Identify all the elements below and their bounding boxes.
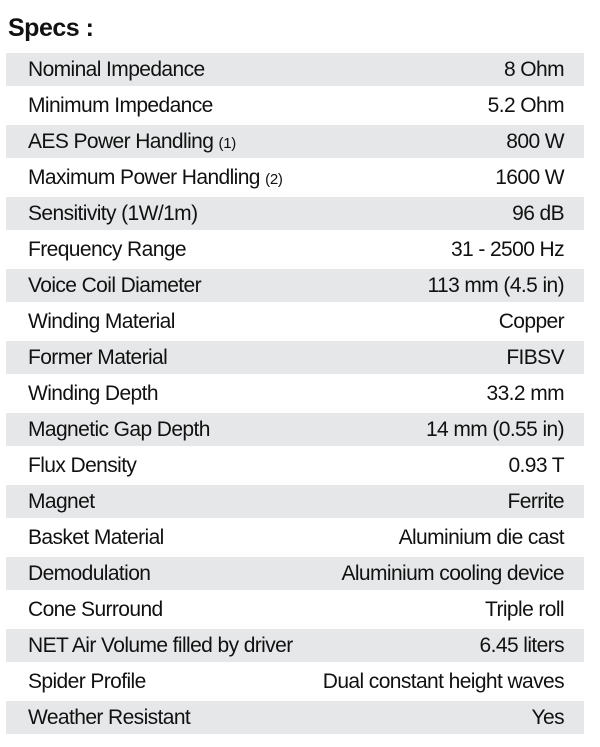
spec-row: Sensitivity (1W/1m) 96 dB <box>6 197 584 230</box>
spec-value: 800 W <box>506 129 564 153</box>
spec-row: Spider Profile Dual constant height waves <box>6 662 584 701</box>
spec-label-text: Demodulation <box>28 561 151 585</box>
spec-value: Aluminium cooling device <box>341 561 564 585</box>
spec-row: Winding Material Copper <box>6 302 584 341</box>
spec-value: 8 Ohm <box>503 57 565 81</box>
spec-label: Maximum Power Handling (2) <box>28 166 283 190</box>
spec-label: Magnetic Gap Depth <box>28 418 210 442</box>
spec-row: Weather Resistant Yes <box>6 701 584 734</box>
spec-label: Winding Depth <box>28 381 159 406</box>
spec-label: NET Air Volume filled by driver <box>28 634 293 658</box>
spec-row: Nominal Impedance 8 Ohm <box>6 53 584 86</box>
spec-label: Sensitivity (1W/1m) <box>28 201 198 226</box>
spec-label-text: Winding Material <box>28 309 175 333</box>
spec-label-text: Cone Surround <box>28 597 163 621</box>
spec-value: 1600 W <box>495 165 564 189</box>
spec-value: 33.2 mm <box>486 381 565 405</box>
spec-value: Yes <box>531 705 565 729</box>
spec-row: Minimum Impedance 5.2 Ohm <box>6 86 584 125</box>
spec-label-text: Maximum Power Handling <box>28 165 266 189</box>
footnote-ref: (2) <box>265 170 283 188</box>
spec-label-text: Magnet <box>28 489 95 513</box>
spec-label-text: Frequency Range <box>28 237 187 261</box>
spec-label: Magnet <box>28 489 95 514</box>
spec-value: Triple roll <box>485 597 565 621</box>
spec-value: 113 mm (4.5 in) <box>427 273 565 297</box>
spec-label: Minimum Impedance <box>28 94 213 118</box>
spec-label-text: Nominal Impedance <box>28 57 205 81</box>
spec-label-text: Winding Depth <box>28 381 159 405</box>
spec-label-text: Spider Profile <box>28 669 146 693</box>
spec-row: Former Material FIBSV <box>6 341 584 374</box>
spec-row: Voice Coil Diameter 113 mm (4.5 in) <box>6 269 584 302</box>
spec-label: Weather Resistant <box>28 705 191 730</box>
spec-label: Spider Profile <box>28 670 146 694</box>
spec-label-text: Flux Density <box>28 453 137 477</box>
spec-value: 96 dB <box>512 201 564 225</box>
spec-row: NET Air Volume filled by driver 6.45 lite… <box>6 629 584 662</box>
spec-label: Flux Density <box>28 453 137 478</box>
spec-label-text: Sensitivity (1W/1m) <box>28 201 198 225</box>
spec-label: Nominal Impedance <box>28 58 205 82</box>
spec-row: Magnetic Gap Depth 14 mm (0.55 in) <box>6 413 584 446</box>
spec-value: 0.93 T <box>508 453 564 477</box>
spec-label-text: Former Material <box>28 345 168 369</box>
spec-value: Dual constant height waves <box>322 669 565 693</box>
spec-value: Ferrite <box>507 489 565 513</box>
spec-label: Demodulation <box>28 561 151 586</box>
spec-value: Aluminium die cast <box>398 525 565 549</box>
spec-label: Cone Surround <box>28 598 163 622</box>
spec-row: Magnet Ferrite <box>6 485 584 518</box>
spec-row: AES Power Handling (1) 800 W <box>6 125 584 158</box>
spec-value: Copper <box>498 309 565 333</box>
spec-label: Voice Coil Diameter <box>28 273 202 298</box>
specs-heading: Specs : <box>8 14 94 42</box>
specs-table: Nominal Impedance 8 Ohm Minimum Impedance 5… <box>6 53 584 734</box>
spec-value: 6.45 liters <box>479 633 565 657</box>
spec-label-text: Minimum Impedance <box>28 93 213 117</box>
footnote-ref: (1) <box>218 134 237 152</box>
spec-label-text: Magnetic Gap Depth <box>28 417 210 441</box>
spec-row: Cone Surround Triple roll <box>6 590 584 629</box>
spec-row: Maximum Power Handling (2) 1600 W <box>6 158 584 197</box>
spec-row: Basket Material Aluminium die cast <box>6 518 584 557</box>
spec-row: Demodulation Aluminium cooling device <box>6 557 584 590</box>
spec-label-text: AES Power Handling <box>28 129 219 153</box>
spec-value: 14 mm (0.55 in) <box>425 417 565 441</box>
spec-row: Winding Depth 33.2 mm <box>6 374 584 413</box>
spec-value: FIBSV <box>506 345 564 369</box>
spec-label-text: NET Air Volume filled by driver <box>28 633 293 657</box>
spec-label-text: Weather Resistant <box>28 705 191 729</box>
spec-label: Winding Material <box>28 310 175 334</box>
spec-label-text: Voice Coil Diameter <box>28 273 202 297</box>
spec-label: Frequency Range <box>28 237 187 262</box>
spec-value: 31 - 2500 Hz <box>450 237 565 261</box>
spec-value: 5.2 Ohm <box>487 93 565 117</box>
spec-label: AES Power Handling (1) <box>28 130 236 154</box>
spec-label: Former Material <box>28 345 168 370</box>
spec-row: Flux Density 0.93 T <box>6 446 584 485</box>
spec-row: Frequency Range 31 - 2500 Hz <box>6 230 584 269</box>
spec-label: Basket Material <box>28 526 164 550</box>
spec-label-text: Basket Material <box>28 525 164 549</box>
